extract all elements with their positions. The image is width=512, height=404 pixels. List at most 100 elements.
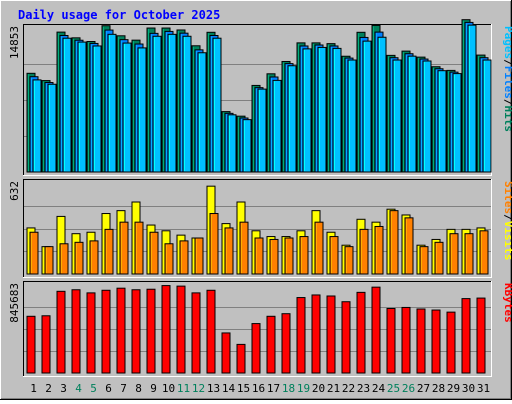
bar-kbytes-day-10 bbox=[161, 285, 171, 374]
bar-sites-day-2 bbox=[44, 246, 54, 275]
day-label-2: 2 bbox=[45, 382, 52, 395]
day-label-20: 20 bbox=[312, 382, 325, 395]
legend-entry: / bbox=[502, 214, 512, 221]
day-label-22: 22 bbox=[342, 382, 355, 395]
bar-kbytes-day-2 bbox=[41, 315, 51, 374]
bar-pages-day-6 bbox=[107, 33, 117, 173]
legend-entry: Visits bbox=[502, 221, 512, 261]
bar-pages-day-1 bbox=[32, 79, 42, 173]
day-label-14: 14 bbox=[222, 382, 236, 395]
bar-pages-day-23 bbox=[362, 40, 372, 173]
bar-pages-day-20 bbox=[317, 46, 327, 173]
panel-kbytes: 845683 KBytes bbox=[8, 281, 512, 377]
bar-sites-day-25 bbox=[389, 210, 399, 275]
bar-sites-day-22 bbox=[344, 246, 354, 275]
bar-sites-day-9 bbox=[149, 231, 159, 275]
bar-pages-day-25 bbox=[392, 59, 402, 173]
day-label-3: 3 bbox=[60, 382, 67, 395]
legend-entry: Hits bbox=[502, 106, 512, 133]
day-labels: 1 2 3 4 5 6 7 8 9 10 11 12 13 14 15 16 17 18 19 20 21 22 23 24 2… bbox=[30, 382, 490, 395]
bar-pages-day-14 bbox=[227, 114, 237, 173]
bar-kbytes-day-4 bbox=[71, 289, 81, 374]
legend-kbytes: KBytes bbox=[502, 283, 512, 323]
day-label-5: 5 bbox=[90, 382, 97, 395]
chart-title: Daily usage for October 2025 bbox=[18, 8, 220, 22]
bar-kbytes-day-3 bbox=[56, 290, 66, 374]
bar-sites-day-13 bbox=[209, 213, 219, 275]
day-label-25: 25 bbox=[387, 382, 400, 395]
bar-sites-day-8 bbox=[134, 221, 144, 275]
bar-pages-day-26 bbox=[407, 55, 417, 173]
series-pages bbox=[32, 24, 492, 173]
legend-hits-files-pages: Pages/Files/Hits bbox=[502, 26, 512, 132]
bar-sites-day-12 bbox=[194, 237, 204, 275]
scale-label: 632 bbox=[8, 181, 21, 201]
bar-kbytes-day-25 bbox=[386, 307, 396, 374]
bar-kbytes-day-17 bbox=[266, 315, 276, 374]
legend-entry: Files bbox=[502, 66, 512, 99]
series-sites bbox=[29, 210, 489, 275]
bar-kbytes-day-1 bbox=[26, 315, 36, 374]
day-label-18: 18 bbox=[282, 382, 295, 395]
bar-sites-day-1 bbox=[29, 231, 39, 275]
bar-pages-day-30 bbox=[467, 24, 477, 173]
bar-sites-day-30 bbox=[464, 233, 474, 275]
day-label-10: 10 bbox=[162, 382, 175, 395]
bar-pages-day-9 bbox=[152, 35, 162, 173]
day-label-1: 1 bbox=[30, 382, 37, 395]
day-label-15: 15 bbox=[237, 382, 250, 395]
bar-sites-day-10 bbox=[164, 243, 174, 275]
chart-panels: 14853Pages/Files/Hits632Sites/Visits8456… bbox=[8, 19, 512, 377]
day-label-23: 23 bbox=[357, 382, 370, 395]
bar-kbytes-day-28 bbox=[431, 309, 441, 374]
bar-pages-day-4 bbox=[77, 41, 87, 173]
bar-kbytes-day-21 bbox=[326, 295, 336, 374]
bar-kbytes-day-23 bbox=[356, 291, 366, 374]
bar-sites-day-21 bbox=[329, 236, 339, 275]
bar-kbytes-day-26 bbox=[401, 306, 411, 374]
bar-kbytes-day-8 bbox=[131, 289, 141, 374]
bar-sites-day-7 bbox=[119, 221, 129, 275]
day-label-6: 6 bbox=[105, 382, 112, 395]
bar-sites-day-20 bbox=[314, 221, 324, 275]
day-label-8: 8 bbox=[135, 382, 142, 395]
bar-pages-day-12 bbox=[197, 52, 207, 173]
bar-sites-day-6 bbox=[104, 228, 114, 275]
bar-kbytes-day-6 bbox=[101, 289, 111, 374]
bar-pages-day-15 bbox=[242, 119, 252, 173]
bar-pages-day-19 bbox=[302, 48, 312, 173]
bar-sites-day-29 bbox=[449, 233, 459, 275]
bar-sites-day-3 bbox=[59, 243, 69, 275]
day-label-7: 7 bbox=[120, 382, 127, 395]
bar-pages-day-28 bbox=[437, 70, 447, 173]
bar-kbytes-day-7 bbox=[116, 287, 126, 374]
bar-kbytes-day-9 bbox=[146, 288, 156, 374]
bar-pages-day-11 bbox=[182, 35, 192, 173]
bar-sites-day-17 bbox=[269, 238, 279, 275]
bar-kbytes-day-15 bbox=[236, 343, 246, 374]
bar-pages-day-27 bbox=[422, 60, 432, 173]
panel-visits-sites: 632 Sites/Visits bbox=[8, 179, 512, 278]
day-label-29: 29 bbox=[447, 382, 460, 395]
bar-pages-day-16 bbox=[257, 88, 267, 173]
bar-sites-day-5 bbox=[89, 240, 99, 275]
day-label-27: 27 bbox=[417, 382, 430, 395]
series-kbytes bbox=[26, 285, 486, 374]
bar-kbytes-day-27 bbox=[416, 308, 426, 374]
bar-kbytes-day-30 bbox=[461, 298, 471, 374]
bar-sites-day-14 bbox=[224, 227, 234, 275]
day-label-24: 24 bbox=[372, 382, 386, 395]
bar-pages-day-18 bbox=[287, 65, 297, 173]
bar-pages-day-22 bbox=[347, 59, 357, 173]
bar-pages-day-8 bbox=[137, 47, 147, 173]
bar-kbytes-day-31 bbox=[476, 297, 486, 374]
bar-sites-day-16 bbox=[254, 237, 264, 275]
bar-kbytes-day-13 bbox=[206, 289, 216, 374]
bar-sites-day-19 bbox=[299, 236, 309, 275]
day-label-16: 16 bbox=[252, 382, 265, 395]
day-label-11: 11 bbox=[177, 382, 190, 395]
legend-entry: / bbox=[502, 99, 512, 106]
bar-sites-day-11 bbox=[179, 240, 189, 275]
